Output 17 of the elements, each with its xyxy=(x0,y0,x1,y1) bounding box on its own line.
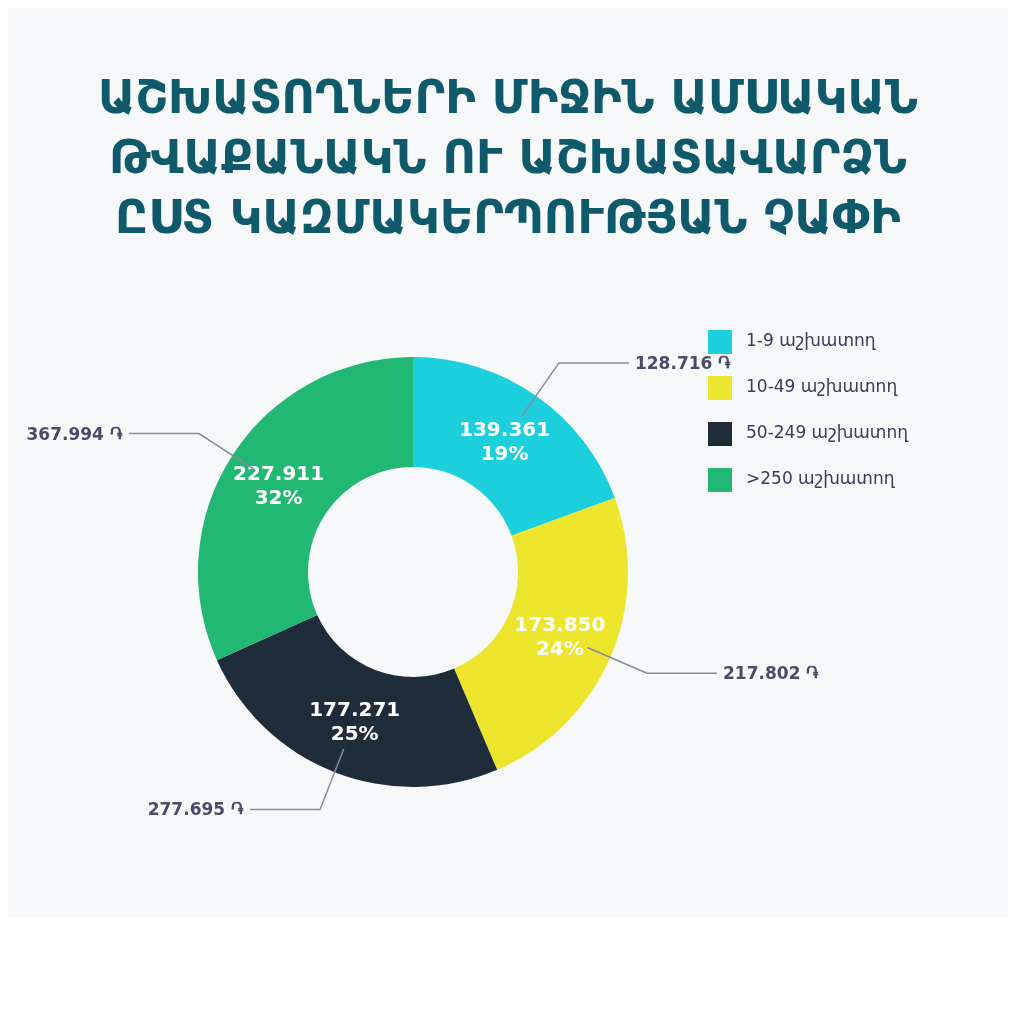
donut-slice xyxy=(198,357,413,661)
data-label: 173.850 24% xyxy=(514,611,606,660)
donut-slice xyxy=(454,498,628,771)
text: 217.802 ֏ xyxy=(723,663,820,684)
text: 128.716 ֏ xyxy=(634,353,732,374)
data-label: 227.911 32% xyxy=(233,461,325,510)
legend-label: 1-9 աշխատող xyxy=(746,330,876,351)
legend-label: >250 աշխատող xyxy=(746,468,895,489)
data-label: 139.361 19% xyxy=(459,417,551,466)
legend-label: 10-49 աշխատող xyxy=(746,376,898,397)
donut-slice xyxy=(413,357,615,537)
text: 367.994 ֏ xyxy=(26,423,123,444)
data-label: 177.271 25% xyxy=(309,697,401,746)
text: 277.695 ֏ xyxy=(147,799,245,820)
chart-title: ԱՇԽԱՏՈՂՆԵՐԻ ՄԻՋԻՆ ԱՄՍԱԿԱՆ ԹՎԱՔԱՆԱԿՆ ՈՒ ԱՇԽԱՏԱՎԱՐՁՆ ԸՍՏ ԿԱԶՄԱԿԵՐՊՈՒԹՅԱՆ ՉԱՓԻ xyxy=(97,69,919,246)
legend-label: 50-249 աշխատող xyxy=(746,422,908,443)
donut-slice xyxy=(216,615,498,788)
